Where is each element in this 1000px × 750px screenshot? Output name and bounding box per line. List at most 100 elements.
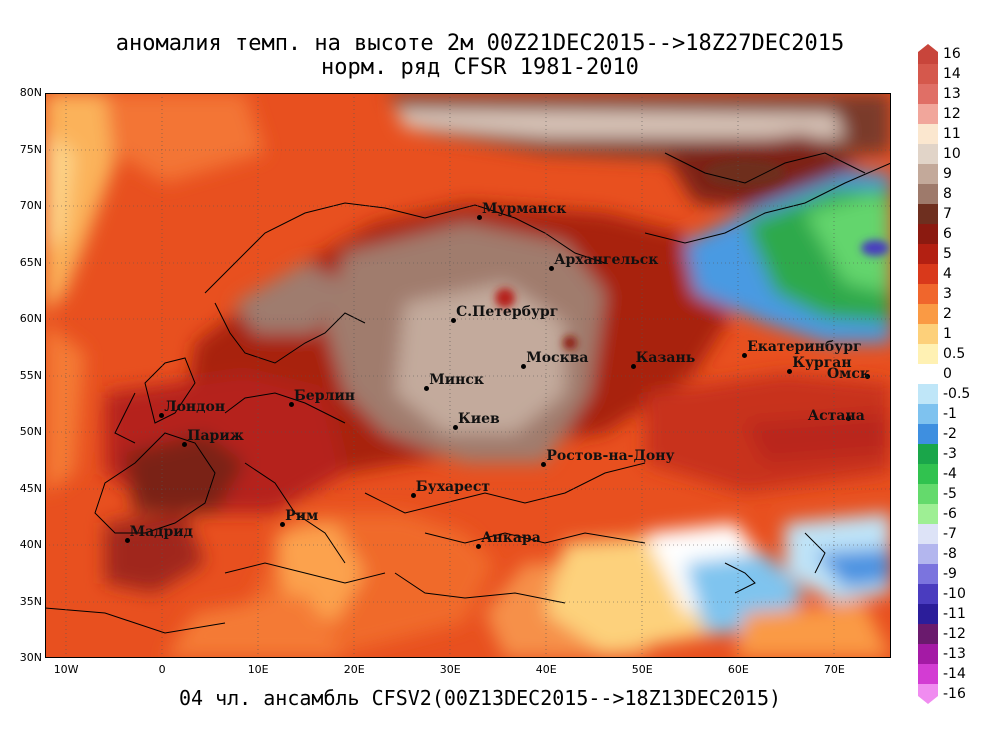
- legend-swatch: [918, 424, 938, 444]
- lat-tick-label: 75N: [19, 142, 42, 156]
- graticule: [45, 93, 891, 658]
- city-label: Лондон: [164, 399, 226, 416]
- anomaly-field: [45, 93, 891, 658]
- city-marker: [288, 401, 294, 407]
- city-label: Бухарест: [415, 479, 491, 496]
- city-label: С.Петербург: [456, 304, 559, 321]
- lon-tick-label: 10W: [53, 663, 79, 676]
- legend-swatch: [918, 84, 938, 104]
- map-frame: [45, 93, 891, 658]
- legend-swatch: [918, 344, 938, 364]
- legend-label: -3: [943, 446, 957, 462]
- legend-label: 14: [943, 66, 961, 82]
- legend-swatch: [918, 484, 938, 504]
- legend-label: -14: [943, 666, 966, 682]
- lon-tick-label: 30E: [439, 663, 461, 676]
- lon-tick-label: 60E: [727, 663, 749, 676]
- legend-label: -11: [943, 606, 966, 622]
- legend-label: -6: [943, 506, 957, 522]
- city-label: Москва: [526, 350, 589, 367]
- city-marker: [159, 413, 165, 419]
- lon-tick-label: 50E: [631, 663, 653, 676]
- city-label: Мурманск: [482, 201, 567, 218]
- lat-tick-label: 80N: [19, 86, 42, 99]
- legend-swatch: [918, 364, 938, 384]
- legend-swatch: [918, 144, 938, 164]
- city-label: Мадрид: [129, 524, 194, 541]
- legend-label: 8: [943, 186, 952, 202]
- city-label: Париж: [187, 428, 244, 445]
- lat-tick-label: 65N: [19, 255, 42, 269]
- city-label: Берлин: [293, 387, 355, 404]
- chart-title: аномалия темп. на высоте 2м 00Z21DEC2015…: [115, 31, 845, 56]
- city-label: Ростов-на-Дону: [546, 447, 675, 464]
- legend-swatch: [918, 44, 938, 64]
- city-label: Минск: [429, 371, 484, 388]
- legend-swatch: [918, 264, 938, 284]
- city-marker: [280, 521, 286, 527]
- city-marker: [541, 461, 547, 467]
- legend-label: -12: [943, 626, 966, 642]
- city-marker: [864, 373, 870, 379]
- legend-swatch: [918, 524, 938, 544]
- legend-label: -0.5: [943, 386, 971, 402]
- ensemble-caption: 04 чл. ансамбль CFSV2(00Z13DEC2015-->18Z…: [178, 686, 782, 710]
- legend-label: 9: [943, 166, 952, 182]
- lat-tick-label: 60N: [19, 312, 42, 325]
- legend-label: -16: [943, 686, 966, 702]
- legend-label: -1: [943, 406, 957, 422]
- city-label: Астана: [807, 408, 865, 425]
- city-marker: [451, 318, 457, 324]
- legend-swatch: [918, 404, 938, 424]
- city-marker: [424, 385, 430, 391]
- legend-swatch: [918, 564, 938, 584]
- lat-tick-label: 45N: [19, 481, 42, 495]
- legend-label: -8: [943, 546, 957, 562]
- city-marker: [521, 364, 527, 370]
- legend-swatch: [918, 504, 938, 524]
- city-marker: [742, 353, 748, 359]
- legend-swatch: [918, 584, 938, 604]
- legend-swatch: [918, 684, 938, 704]
- legend-swatch: [918, 384, 938, 404]
- legend-swatch: [918, 544, 938, 564]
- city-label: Анкара: [481, 530, 541, 547]
- city-label: Архангельск: [554, 252, 659, 269]
- lon-tick-label: 70E: [823, 663, 845, 676]
- city-marker: [477, 215, 483, 221]
- legend-label: -4: [943, 466, 957, 482]
- city-marker: [410, 493, 416, 499]
- lon-tick-label: 0: [158, 663, 166, 676]
- legend-label: 11: [943, 126, 961, 142]
- city-marker: [453, 425, 459, 431]
- legend-label: 10: [943, 146, 961, 162]
- anomaly-map: Мурманск Архангельск С.Петербург Москва Каза…: [45, 93, 891, 658]
- legend-label: 0.5: [943, 346, 966, 362]
- legend-label: 0: [943, 366, 952, 382]
- legend-label: 13: [943, 86, 961, 102]
- city-marker: [549, 266, 555, 272]
- legend-label: 2: [943, 306, 952, 322]
- city-marker: [476, 544, 482, 550]
- map-canvas: [45, 93, 891, 658]
- legend-label: 5: [943, 246, 952, 262]
- legend-label: -2: [943, 426, 957, 442]
- legend-label: 16: [943, 46, 961, 62]
- lat-tick-label: 55N: [19, 368, 42, 382]
- legend-label: 12: [943, 106, 961, 122]
- city-label: Екатеринбург: [747, 339, 862, 356]
- legend-swatch: [918, 124, 938, 144]
- legend-swatch: [918, 324, 938, 344]
- legend-swatch: [918, 204, 938, 224]
- legend-swatch: [918, 664, 938, 684]
- lat-tick-label: 35N: [19, 594, 42, 608]
- city-label: Омск: [826, 365, 870, 382]
- legend-swatch: [918, 184, 938, 204]
- legend-label: 3: [943, 286, 952, 302]
- city-marker: [630, 364, 636, 370]
- legend-swatch: [918, 64, 938, 84]
- lat-tick-label: 50N: [19, 425, 42, 438]
- lon-tick-label: 40E: [535, 663, 557, 676]
- city-label: Курган: [792, 354, 852, 371]
- legend-swatch: [918, 624, 938, 644]
